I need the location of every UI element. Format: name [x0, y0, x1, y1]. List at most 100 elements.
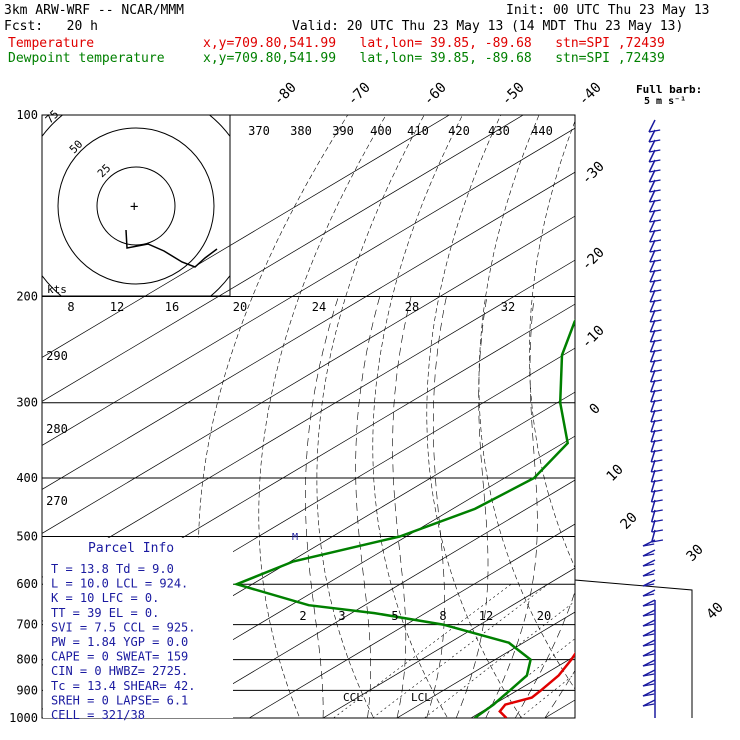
isotherm: [42, 171, 575, 490]
wind-barb-flag: [651, 489, 663, 493]
mixing-ratio-line: [519, 673, 575, 718]
theta-label: 390: [332, 124, 354, 138]
parcel-row: T = 13.8 Td = 9.0: [51, 562, 174, 576]
wind-barb: [649, 249, 656, 263]
wind-barb-flag: [650, 409, 663, 413]
wind-barb: [648, 169, 656, 183]
wind-barb: [642, 539, 656, 547]
temperature-location: x,y=709.80,541.99 lat,lon= 39.85, -89.68…: [203, 36, 665, 51]
temperature-tick-label: -40: [576, 80, 605, 109]
wind-barb-flag: [642, 573, 655, 577]
pressure-tick-label: 700: [16, 618, 38, 632]
wind-barb-flag: [649, 269, 662, 273]
wind-barb-flag: [650, 299, 662, 303]
isotherm: [175, 479, 575, 718]
wind-barb-flag: [650, 429, 663, 433]
hodo-speed-label: 28: [405, 300, 419, 314]
theta-label: 420: [448, 124, 470, 138]
forecast-hour: Fcst: 20 h: [4, 19, 98, 34]
wind-barb: [650, 429, 656, 443]
isotherm: [470, 655, 575, 718]
m-marker: M: [292, 532, 298, 543]
theta-label: 380: [290, 124, 312, 138]
hodograph-center: +: [130, 199, 138, 215]
pressure-tick-label: 500: [16, 529, 38, 543]
wind-barb: [650, 419, 656, 433]
temperature-tick-label: -70: [345, 80, 374, 109]
wind-barb: [642, 689, 656, 697]
mixing-ratio-label: 12: [479, 609, 493, 623]
hodo-speed-label: 32: [501, 300, 515, 314]
wind-barb: [642, 549, 656, 557]
wind-barb: [642, 639, 656, 647]
isotherm: [693, 115, 740, 718]
wind-barb: [649, 289, 656, 303]
isotherm: [544, 699, 575, 718]
hodograph-ring: [96, 166, 176, 246]
wind-barb-flag: [650, 349, 662, 353]
isotherm: [42, 115, 524, 402]
theta-label: 370: [248, 124, 270, 138]
wind-barb: [650, 479, 656, 493]
hodograph-ring-label: 75: [43, 108, 62, 127]
wind-barb: [649, 339, 656, 353]
dry-adiabat: [672, 115, 740, 731]
wind-barb: [648, 159, 656, 173]
wind-barb: [650, 449, 656, 463]
parcel-row: CIN = 0 HWBZ= 2725.: [51, 664, 188, 678]
wind-barb: [651, 529, 656, 543]
temperature-tick-label: -20: [579, 245, 608, 274]
wind-barb-flag: [650, 359, 662, 363]
wind-barb: [648, 129, 656, 143]
wind-barb: [650, 399, 656, 413]
wind-barb: [642, 649, 656, 657]
wind-barb-flag: [651, 479, 663, 483]
wind-barb: [649, 229, 656, 243]
theta-label: 430: [488, 124, 510, 138]
wind-barb: [642, 659, 656, 667]
moist-adiabat: [544, 670, 575, 718]
pressure-tick-label: 800: [16, 653, 38, 667]
pressure-tick-label: 400: [16, 471, 38, 485]
pressure-tick-label: 200: [16, 290, 38, 304]
isotherm: [619, 115, 740, 718]
pressure-tick-label: 100: [16, 108, 38, 122]
temperature-tick-label: 40: [704, 600, 727, 623]
temperature-profile: [498, 651, 575, 718]
wind-barb-flag: [642, 593, 655, 597]
mixing-ratio-label: 8: [439, 609, 446, 623]
wind-barb: [648, 189, 656, 203]
pressure-tick-label: 1000: [9, 711, 38, 725]
wind-barb-flag: [642, 603, 655, 607]
wind-barb: [650, 439, 656, 453]
parcel-row: PW = 1.84 YGP = 0.0: [51, 635, 188, 649]
wind-barb: [649, 359, 656, 373]
wind-barb-flag: [651, 519, 663, 523]
wind-barb-flag: [642, 703, 655, 707]
hodo-speed-label: 8: [67, 300, 74, 314]
wind-barb: [649, 269, 656, 283]
wind-barb-flag: [650, 379, 662, 383]
dewpoint-legend: Dewpoint temperature: [8, 51, 165, 66]
temperature-tick-label: 30: [684, 542, 707, 565]
wind-barb-flag: [649, 289, 662, 293]
wind-barb-flag: [651, 539, 664, 543]
wind-barb-flag: [651, 509, 663, 513]
wind-barb: [650, 459, 656, 473]
wind-barb-flag: [650, 329, 662, 333]
temperature-tick-label: -10: [579, 323, 608, 352]
wind-barb: [650, 379, 656, 393]
wind-barb-flag: [642, 693, 655, 697]
lcl-marker: LCL: [411, 691, 431, 704]
theta-label: 290: [46, 349, 68, 363]
dewpoint-profile: [232, 319, 575, 718]
wind-barb: [648, 179, 656, 193]
mixing-ratio-line: [424, 600, 575, 718]
wind-barb-flag: [642, 583, 655, 587]
wind-barb: [642, 579, 656, 587]
hodograph-ring-label: 25: [95, 162, 114, 181]
parcel-row: Tc = 13.4 SHEAR= 42.: [51, 679, 196, 693]
wind-barb: [649, 329, 656, 343]
wind-barb: [648, 199, 656, 213]
wind-barb-flag: [650, 309, 662, 313]
